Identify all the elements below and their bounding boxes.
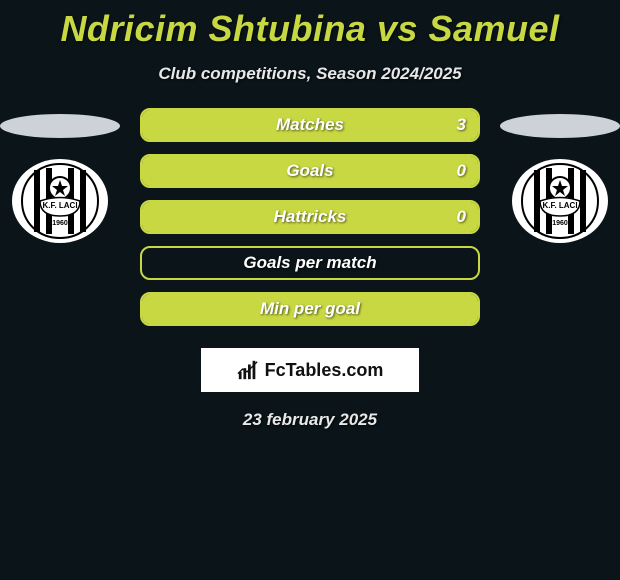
- stat-row-hattricks: Hattricks 0: [140, 200, 480, 234]
- brand-text: FcTables.com: [265, 360, 384, 381]
- stat-value: 0: [457, 161, 466, 181]
- stat-label: Goals per match: [243, 253, 376, 273]
- stat-row-goals: Goals 0: [140, 154, 480, 188]
- player-right-club-badge: K.F. LACI 1960: [510, 158, 610, 244]
- comparison-panel: K.F. LACI 1960 K.F. LACI 1960: [0, 108, 620, 430]
- club-year-text: 1960: [52, 220, 68, 227]
- snapshot-date: 23 february 2025: [0, 410, 620, 430]
- club-year-text: 1960: [552, 220, 568, 227]
- stats-list: Matches 3 Goals 0 Hattricks 0 Goals per …: [140, 108, 480, 326]
- player-left: K.F. LACI 1960: [0, 108, 120, 244]
- stat-label: Hattricks: [274, 207, 347, 227]
- stat-row-matches: Matches 3: [140, 108, 480, 142]
- club-name-text: K.F. LACI: [542, 201, 577, 210]
- page-title: Ndricim Shtubina vs Samuel: [0, 0, 620, 50]
- stat-value: 3: [457, 115, 466, 135]
- player-left-club-badge: K.F. LACI 1960: [10, 158, 110, 244]
- stat-label: Matches: [276, 115, 344, 135]
- page-subtitle: Club competitions, Season 2024/2025: [0, 64, 620, 84]
- bar-chart-icon: [237, 359, 259, 381]
- brand-attribution[interactable]: FcTables.com: [201, 348, 419, 392]
- stat-label: Min per goal: [260, 299, 360, 319]
- stat-label: Goals: [286, 161, 333, 181]
- player-right-photo-placeholder: [500, 114, 620, 138]
- player-right: K.F. LACI 1960: [500, 108, 620, 244]
- stat-row-goals-per-match: Goals per match: [140, 246, 480, 280]
- stat-value: 0: [457, 207, 466, 227]
- club-name-text: K.F. LACI: [42, 201, 77, 210]
- player-left-photo-placeholder: [0, 114, 120, 138]
- stat-row-min-per-goal: Min per goal: [140, 292, 480, 326]
